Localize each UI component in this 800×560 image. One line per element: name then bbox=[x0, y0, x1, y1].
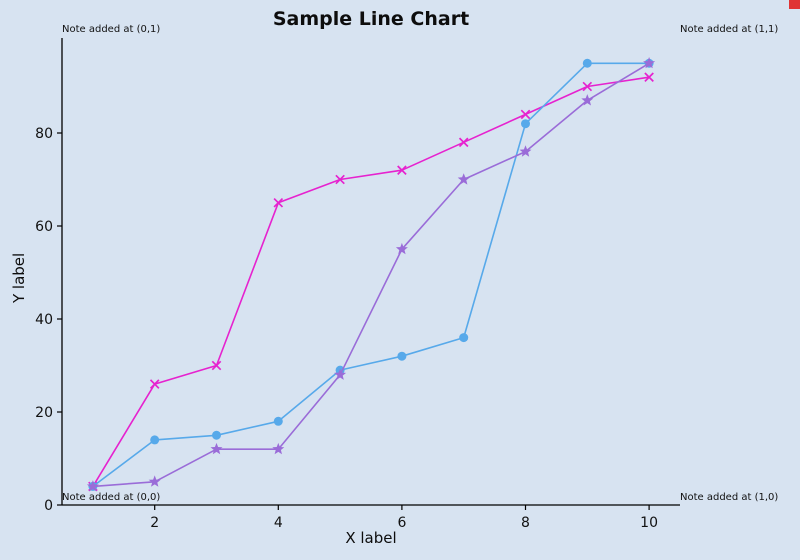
star-marker bbox=[272, 442, 285, 455]
x-marker bbox=[582, 81, 593, 92]
red-corner-artifact bbox=[789, 0, 800, 9]
x-tick-label: 8 bbox=[521, 515, 530, 531]
star-marker bbox=[334, 368, 347, 380]
y-axis-label: Y label bbox=[10, 252, 28, 303]
star-marker bbox=[643, 57, 656, 69]
circle-marker bbox=[459, 333, 469, 343]
x-tick-label: 6 bbox=[397, 515, 406, 531]
x-marker bbox=[397, 165, 407, 176]
circle-marker bbox=[150, 435, 160, 445]
annotation-bottom-left: Note added at (0,0) bbox=[62, 492, 161, 503]
x-tick-label: 10 bbox=[640, 515, 658, 531]
blue-circle-series-line bbox=[92, 62, 650, 488]
x-marker bbox=[335, 174, 345, 185]
circle-marker bbox=[212, 430, 221, 440]
circle-marker bbox=[582, 58, 592, 68]
circle-marker bbox=[273, 416, 283, 426]
star-marker bbox=[395, 242, 408, 255]
x-marker bbox=[273, 197, 284, 208]
y-tick-label: 0 bbox=[44, 498, 53, 514]
star-marker bbox=[519, 145, 532, 157]
star-marker bbox=[210, 442, 223, 455]
x-marker bbox=[458, 137, 469, 148]
y-tick-label: 40 bbox=[35, 312, 53, 328]
x-marker bbox=[149, 379, 160, 389]
star-marker bbox=[86, 480, 99, 492]
chart-title: Sample Line Chart bbox=[272, 8, 470, 30]
x-marker bbox=[644, 72, 654, 83]
star-marker bbox=[148, 475, 161, 487]
magenta-x-series-line bbox=[92, 76, 650, 488]
x-axis-label: X label bbox=[345, 529, 397, 547]
x-tick-label: 4 bbox=[274, 515, 283, 531]
circle-marker bbox=[397, 351, 407, 361]
y-tick-label: 20 bbox=[35, 405, 53, 421]
star-marker bbox=[581, 94, 594, 106]
annotation-bottom-right: Note added at (1,0) bbox=[680, 492, 779, 503]
y-tick-label: 80 bbox=[35, 126, 53, 142]
circle-marker bbox=[521, 119, 530, 129]
star-marker bbox=[457, 173, 470, 185]
y-tick-label: 60 bbox=[35, 219, 53, 235]
annotation-top-right: Note added at (1,1) bbox=[680, 24, 779, 35]
purple-star-series-line bbox=[92, 62, 650, 488]
x-marker bbox=[520, 109, 531, 120]
x-tick-label: 2 bbox=[150, 515, 159, 531]
annotation-top-left: Note added at (0,1) bbox=[62, 24, 161, 35]
x-marker bbox=[211, 360, 222, 371]
